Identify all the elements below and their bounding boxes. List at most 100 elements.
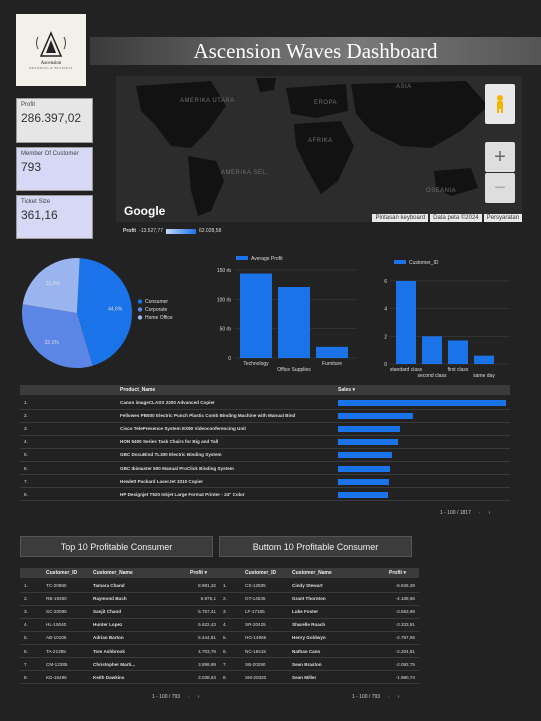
sales-bar: [338, 491, 389, 498]
plus-icon: +: [494, 145, 506, 168]
x-tick-label: Furniture: [322, 361, 342, 367]
customer-id-header[interactable]: Customer_ID: [46, 570, 78, 576]
table-row[interactable]: 6. TA-21385 Tom Ashbrook 4.703,79: [20, 646, 220, 659]
next-page-icon[interactable]: ›: [488, 510, 491, 516]
row-rank: 4.: [223, 622, 227, 628]
table-row[interactable]: 7. CM-12385 Christopher Marti... 3.899,89: [20, 659, 220, 672]
bar[interactable]: [278, 287, 310, 358]
next-page-icon[interactable]: ›: [397, 694, 400, 700]
top-10-profitable-consumer-label: Top 10 Profitable Consumer: [20, 536, 213, 557]
pegman-icon: [497, 95, 503, 113]
table-row[interactable]: 1. CS-12505 Cindy Stewart -6.626,39: [219, 580, 419, 593]
customer-name: Cindy Stewart: [292, 583, 323, 588]
customer-id: SM-20320: [245, 674, 267, 680]
average-profit-bar-chart: Average Profit 0 50 rb 100 rb 150 rb Technolo…: [217, 256, 356, 373]
bar[interactable]: [316, 346, 348, 358]
terms-link[interactable]: Persyaratan: [483, 214, 522, 222]
sales-bar: [338, 426, 400, 433]
bar[interactable]: [422, 336, 442, 364]
table-row[interactable]: 1. Canon imageCLASS 2200 Advanced Copier: [20, 397, 510, 410]
profit-header[interactable]: Profit ▾: [190, 570, 207, 576]
prev-page-icon[interactable]: ‹: [478, 510, 481, 516]
pie-legend-label: Consumer: [145, 299, 168, 305]
map-data-link[interactable]: Data peta ©2024: [430, 214, 482, 222]
pie-slice[interactable]: [77, 258, 133, 366]
legend-title: Profit: [123, 228, 137, 234]
row-rank: 4.: [24, 622, 28, 628]
customer-name: Grant Thornton: [292, 596, 326, 602]
sales-bar: [338, 439, 398, 446]
pie-slice[interactable]: [22, 258, 80, 313]
table-row[interactable]: 4. HON 5400 Series Task Chairs for Big an…: [20, 436, 510, 450]
table-row[interactable]: 5. GBC DocuBind TL300 Electric Binding Sy…: [20, 449, 510, 463]
table-row[interactable]: 3. Cisco TelePresence System EX90 Videoco…: [20, 423, 510, 436]
table-row[interactable]: 8. HP Designjet T520 Inkjet Large Format …: [20, 489, 510, 502]
bar[interactable]: [240, 273, 272, 358]
map-label-africa: AFRIKA: [308, 138, 333, 144]
sales-bar: [338, 413, 413, 420]
profit-value: -2.204,81: [395, 648, 415, 654]
customer-id: SR-20425: [245, 622, 266, 628]
bar[interactable]: [396, 280, 416, 364]
table-row[interactable]: 5. AB-10105 Adrian Barton 5.444,81: [20, 632, 220, 646]
pie-slice[interactable]: [22, 304, 93, 368]
google-logo: Google: [124, 204, 166, 218]
zoom-in-button[interactable]: +: [485, 142, 515, 172]
customer-name: Nathan Cano: [292, 648, 321, 654]
next-page-icon[interactable]: ›: [197, 694, 200, 700]
row-rank: 5.: [24, 452, 28, 458]
customer-name-header[interactable]: Customer_Name: [292, 570, 332, 576]
bar[interactable]: [448, 340, 468, 364]
pie-legend-label: Home Office: [145, 315, 173, 321]
kpi-value: 286.397,02: [21, 111, 82, 125]
table-row[interactable]: 8. SM-20320 Sean Miller -1.980,74: [219, 672, 419, 685]
table-row[interactable]: 4. HL-15040 Hunter Lopez 5.622,43: [20, 619, 220, 633]
sales-header[interactable]: Sales ▾: [338, 387, 355, 393]
dashboard-title-bar: Ascension Waves Dashboard: [90, 37, 541, 65]
zoom-out-button[interactable]: −: [485, 173, 515, 203]
street-view-pegman-button[interactable]: [485, 84, 515, 124]
table-row[interactable]: 7. Hewlett Packard LaserJet 3310 Copier: [20, 476, 510, 489]
legend-dot-icon: [137, 315, 143, 320]
product-name: HP Designjet T520 Inkjet Large Format Pr…: [120, 491, 245, 497]
table-row[interactable]: 5. HG-14965 Henry Goldwyn -2.797,96: [219, 632, 419, 646]
table-row[interactable]: 3. LF-17185 Luke Foster -3.583,98: [219, 606, 419, 619]
dashboard-title: Ascension Waves Dashboard: [193, 38, 438, 63]
table-row[interactable]: 2. RB-19360 Raymond Buch 6.976,1: [20, 593, 220, 606]
table-row[interactable]: 2. Fellowes PB500 Electric Punch Plastic …: [20, 410, 510, 423]
customer-id: HG-14965: [245, 635, 267, 641]
customer-id: NC-18415: [245, 648, 266, 654]
customer-name-header[interactable]: Customer_Name: [93, 570, 133, 576]
row-rank: 8.: [24, 491, 28, 497]
pager-text: 1 - 100 / 793: [152, 694, 181, 700]
y-tick-label: 6: [384, 279, 387, 285]
table-row[interactable]: 7. SB-20290 Sean Braxton -2.082,75: [219, 659, 419, 672]
customer-id-header[interactable]: Customer_ID: [245, 570, 277, 576]
brand-logo: Ascension BRANDING & BUSINESS: [16, 14, 86, 86]
sales-bar: [338, 465, 390, 472]
prev-page-icon[interactable]: ‹: [388, 694, 390, 700]
consumer-table-header: Customer_ID Customer_Name Profit ▾: [219, 568, 419, 578]
profit-header[interactable]: Profit ▾: [389, 570, 406, 576]
customer-id: RB-19360: [46, 596, 67, 602]
table-row[interactable]: 4. SR-20425 Sharelle Roach -3.333,91: [219, 619, 419, 633]
bar[interactable]: [474, 355, 494, 364]
product-name-header[interactable]: Product_Name: [120, 387, 156, 393]
world-map[interactable]: AMERIKA UTARA EROPA ASIA AFRIKA AMERIKA …: [116, 76, 522, 222]
pager-text: 1 - 100 / 793: [352, 694, 381, 700]
prev-page-icon[interactable]: ‹: [188, 694, 190, 700]
chart-legend-label: Average Profit: [251, 256, 283, 262]
table-row[interactable]: 2. GT-14635 Grant Thornton -4.108,66: [219, 593, 419, 606]
table-row[interactable]: 3. SC-20095 Sanjit Chand 5.757,41: [20, 606, 220, 619]
table-row[interactable]: 6. GBC Ibimaster 500 Manual ProClick Bind…: [20, 463, 510, 476]
map-color-legend: Profit -13.527,77 62.028,58: [123, 228, 221, 234]
table-row[interactable]: 8. KD-16495 Keith Dawkins 3.038,63: [20, 672, 220, 685]
x-tick-label: Office Supplies: [277, 367, 311, 373]
legend-swatch: [236, 256, 248, 260]
logo-subtitle: BRANDING & BUSINESS: [29, 65, 73, 70]
table-row[interactable]: 1. TC-20980 Tamara Chand 8.981,32: [20, 580, 220, 593]
keyboard-shortcuts-link[interactable]: Pintasan keyboard: [372, 214, 429, 222]
table-row[interactable]: 6. NC-18415 Nathan Cano -2.204,81: [219, 646, 419, 659]
product-name: Hewlett Packard LaserJet 3310 Copier: [120, 478, 203, 484]
customer-id: TC-20980: [46, 583, 67, 588]
